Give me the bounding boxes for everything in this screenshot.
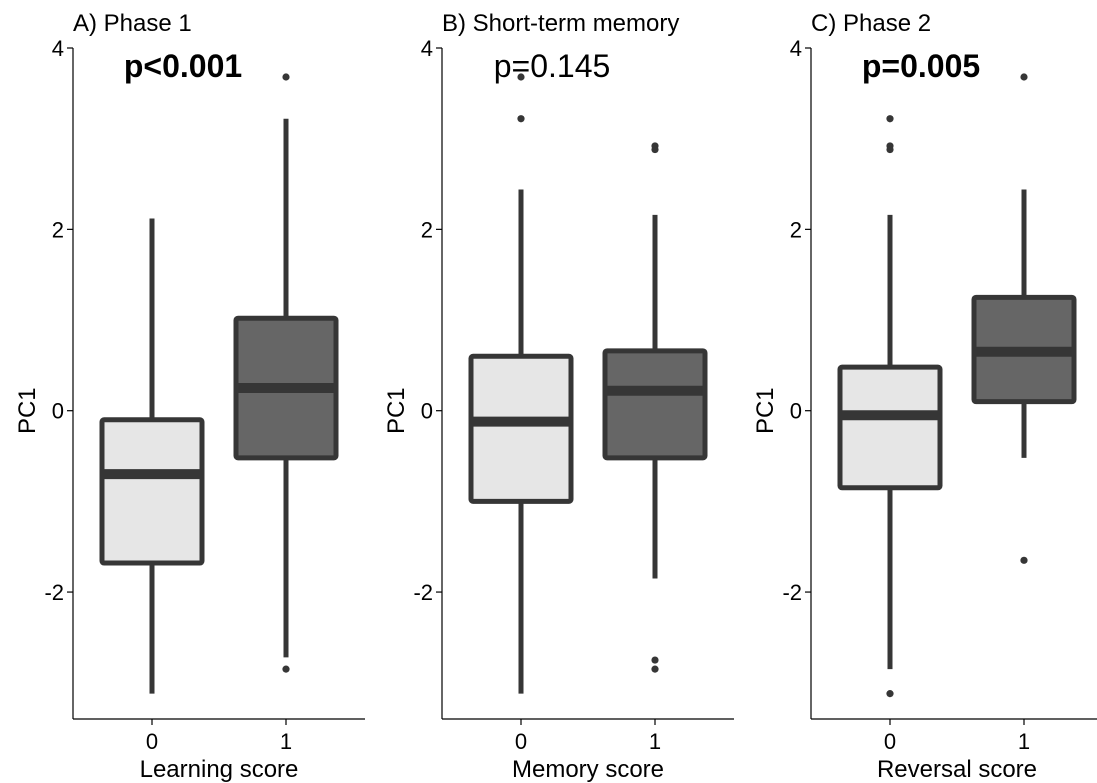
x-tick-label: 1 bbox=[649, 729, 661, 754]
panel-title: A) Phase 1 bbox=[73, 10, 192, 37]
panel-a: A) Phase 1 p<0.001 Learning score PC1 4 2… bbox=[14, 10, 365, 783]
y-tick-label: 0 bbox=[790, 399, 802, 424]
y-axis-label: PC1 bbox=[752, 387, 779, 434]
x-tick-label: 1 bbox=[280, 729, 292, 754]
outlier-point bbox=[886, 690, 894, 698]
outlier-point bbox=[1020, 73, 1028, 81]
outlier-point bbox=[886, 115, 894, 123]
y-axis-label: PC1 bbox=[383, 387, 410, 434]
panel-title: C) Phase 2 bbox=[811, 10, 931, 37]
y-tick-label: 0 bbox=[421, 399, 433, 424]
y-tick-label: 0 bbox=[52, 399, 64, 424]
p-value-annotation: p<0.001 bbox=[124, 48, 242, 84]
y-tick-label: -2 bbox=[782, 580, 802, 605]
x-tick-label: 0 bbox=[515, 729, 527, 754]
outlier-point bbox=[282, 665, 290, 673]
x-tick-label: 0 bbox=[146, 729, 158, 754]
x-axis-label: Memory score bbox=[512, 756, 664, 783]
y-tick-label: 4 bbox=[790, 36, 802, 61]
y-tick-label: 4 bbox=[421, 36, 433, 61]
y-tick-label: 2 bbox=[52, 217, 64, 242]
box-1 bbox=[602, 142, 708, 673]
box-1 bbox=[233, 73, 339, 673]
outlier-point bbox=[517, 115, 525, 123]
box-iqr bbox=[99, 417, 205, 566]
outlier-point bbox=[282, 73, 290, 81]
p-value-annotation: p=0.145 bbox=[494, 48, 611, 84]
y-tick-label: 4 bbox=[52, 36, 64, 61]
box-1 bbox=[971, 73, 1077, 564]
y-tick-label: -2 bbox=[413, 580, 433, 605]
x-axis-label: Reversal score bbox=[877, 756, 1037, 783]
outlier-point bbox=[517, 73, 525, 81]
box-0 bbox=[468, 73, 574, 694]
outlier-point bbox=[886, 145, 894, 154]
panel-title: B) Short-term memory bbox=[442, 10, 679, 37]
y-axis-label: PC1 bbox=[14, 387, 41, 434]
panel-b: B) Short-term memory p=0.145 Memory scor… bbox=[383, 10, 734, 783]
x-tick-label: 0 bbox=[884, 729, 896, 754]
box-iqr bbox=[602, 348, 708, 461]
box-iqr bbox=[468, 353, 574, 504]
box-iqr bbox=[837, 364, 943, 491]
box-0 bbox=[99, 218, 205, 694]
y-tick-label: -2 bbox=[44, 580, 64, 605]
panel-c: C) Phase 2 p=0.005 Reversal score PC1 4 2… bbox=[752, 10, 1097, 783]
outlier-point bbox=[1020, 556, 1028, 564]
outlier-point bbox=[651, 656, 659, 664]
y-tick-label: 2 bbox=[421, 217, 433, 242]
x-axis-label: Learning score bbox=[140, 756, 299, 783]
x-tick-label: 1 bbox=[1018, 729, 1030, 754]
box-0 bbox=[837, 115, 943, 698]
outlier-point bbox=[651, 665, 659, 673]
y-tick-label: 2 bbox=[790, 217, 802, 242]
p-value-annotation: p=0.005 bbox=[862, 48, 980, 84]
outlier-point bbox=[651, 145, 659, 154]
